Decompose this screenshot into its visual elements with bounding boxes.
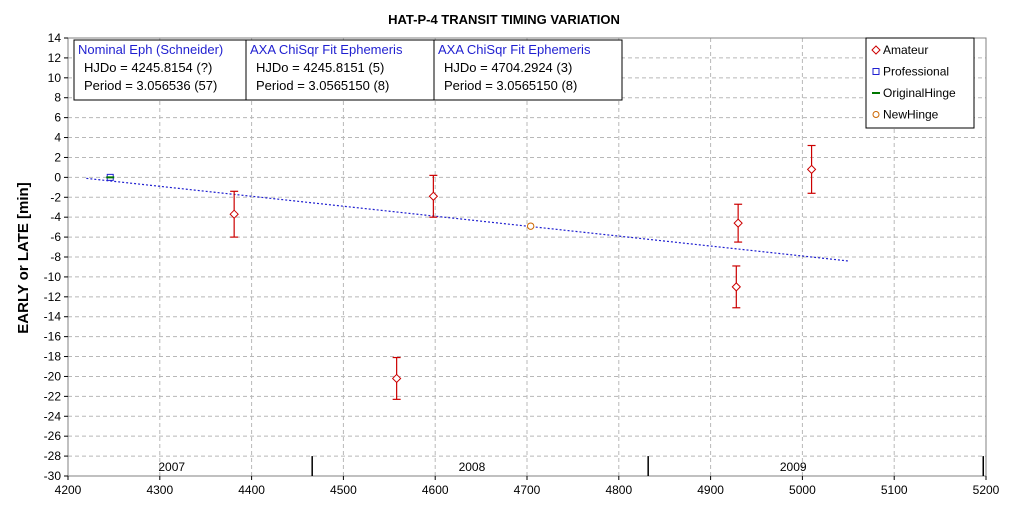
year-axis: 2007 2008 2009 xyxy=(158,456,984,476)
y-tick-label: -18 xyxy=(44,350,62,364)
y-axis-label: EARLY or LATE [min] xyxy=(15,182,32,333)
x-tick-label: 4300 xyxy=(146,483,173,497)
x-tick-label: 4200 xyxy=(55,483,82,497)
y-tick-label: -4 xyxy=(50,210,61,224)
chart-title: HAT-P-4 TRANSIT TIMING VARIATION xyxy=(388,12,620,27)
y-tick-label: -12 xyxy=(44,290,62,304)
y-tick-label: 14 xyxy=(48,31,62,45)
legend-label: Amateur xyxy=(883,43,928,57)
x-tick-label: 5200 xyxy=(973,483,1000,497)
info-box-period: Period = 3.0565150 (8) xyxy=(444,78,577,93)
amateur-point xyxy=(806,164,817,175)
y-tick-label: -20 xyxy=(44,369,62,383)
info-box: AXA ChiSqr Fit Ephemeris HJDo = 4704.2924… xyxy=(433,39,623,101)
x-tick-label: 4900 xyxy=(697,483,724,497)
y-tick-label: -16 xyxy=(44,330,62,344)
x-tick-label: 4500 xyxy=(330,483,357,497)
legend: Amateur Professional OriginalHinge NewHinge xyxy=(865,37,975,129)
year-label: 2009 xyxy=(780,460,807,474)
x-tick-label: 5100 xyxy=(881,483,908,497)
info-box-hjdo: HJDo = 4245.8154 (?) xyxy=(84,60,212,75)
info-box-title: Nominal Eph (Schneider) xyxy=(78,42,223,57)
y-tick-label: 12 xyxy=(48,51,62,65)
y-tick-label: -2 xyxy=(50,190,61,204)
info-box: Nominal Eph (Schneider) HJDo = 4245.8154 … xyxy=(73,39,247,101)
info-box-title: AXA ChiSqr Fit Ephemeris xyxy=(250,42,403,57)
x-tick-label: 4800 xyxy=(605,483,632,497)
axes: 14 12 10 8 6 4 2 0 -2 -4 -6 -8 -10 -12 -14 -16 -18 -20 -22… xyxy=(44,31,1000,497)
y-tick-label: -30 xyxy=(44,469,62,483)
y-tick-label: -26 xyxy=(44,429,62,443)
year-label: 2007 xyxy=(158,460,185,474)
y-tick-label: -14 xyxy=(44,310,62,324)
y-tick-label: 10 xyxy=(48,71,62,85)
x-tick-label: 4400 xyxy=(238,483,265,497)
y-tick-label: -6 xyxy=(50,230,61,244)
y-tick-label: 4 xyxy=(54,131,61,145)
amateur-point xyxy=(391,373,402,384)
legend-professional-marker xyxy=(872,68,880,75)
y-tick-label: -8 xyxy=(50,250,61,264)
legend-new-hinge-marker xyxy=(872,111,880,118)
y-tick-label: -28 xyxy=(44,449,62,463)
y-tick-label: 0 xyxy=(54,170,61,184)
legend-amateur-marker xyxy=(871,45,881,55)
y-tick-label: -10 xyxy=(44,270,62,284)
legend-label: Professional xyxy=(883,65,949,79)
amateur-point xyxy=(229,209,239,219)
info-box-hjdo: HJDo = 4704.2924 (3) xyxy=(444,60,572,75)
y-tick-label: -24 xyxy=(44,409,62,423)
amateur-point xyxy=(733,218,743,228)
info-boxes: Nominal Eph (Schneider) HJDo = 4245.8154 … xyxy=(73,39,623,101)
x-tick-label: 4700 xyxy=(514,483,541,497)
y-tick-label: -22 xyxy=(44,389,62,403)
y-tick-label: 2 xyxy=(54,150,61,164)
info-box-title: AXA ChiSqr Fit Ephemeris xyxy=(438,42,591,57)
info-box-period: Period = 3.0565150 (8) xyxy=(256,78,389,93)
x-tick-label: 5000 xyxy=(789,483,816,497)
info-box-period: Period = 3.056536 (57) xyxy=(84,78,217,93)
data-points xyxy=(106,144,817,400)
info-box-hjdo: HJDo = 4245.8151 (5) xyxy=(256,60,384,75)
info-box-frame xyxy=(433,39,623,101)
amateur-point xyxy=(731,282,742,292)
new-hinge-point xyxy=(526,222,535,230)
legend-label: NewHinge xyxy=(883,108,939,122)
y-tick-label: 6 xyxy=(54,111,61,125)
legend-frame xyxy=(865,37,975,129)
year-label: 2008 xyxy=(459,460,486,474)
x-tick-label: 4600 xyxy=(422,483,449,497)
y-tick-label: 8 xyxy=(54,91,61,105)
amateur-point xyxy=(428,191,439,201)
info-box: AXA ChiSqr Fit Ephemeris HJDo = 4245.8151… xyxy=(245,39,435,101)
info-box-frame xyxy=(73,39,247,101)
legend-label: OriginalHinge xyxy=(883,86,956,100)
